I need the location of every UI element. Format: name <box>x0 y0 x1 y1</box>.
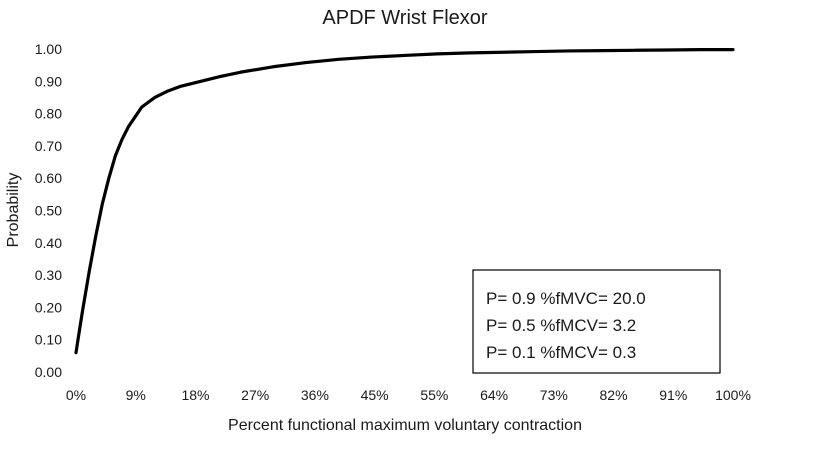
series-layer <box>74 48 735 355</box>
y-tick-label: 0.30 <box>35 267 62 283</box>
x-tick-label: 9% <box>126 387 146 403</box>
x-tick-label: 55% <box>420 387 448 403</box>
y-tick-label: 0.40 <box>35 235 62 251</box>
x-tick-label: 64% <box>480 387 508 403</box>
series-line <box>74 48 735 355</box>
y-tick-label: 0.00 <box>35 364 62 380</box>
y-tick-label: 0.20 <box>35 299 62 315</box>
y-tick-label: 0.10 <box>35 332 62 348</box>
chart-title: APDF Wrist Flexor <box>322 7 488 29</box>
x-axis-label: Percent functional maximum voluntary con… <box>228 417 582 434</box>
y-tick-label: 0.90 <box>35 73 62 89</box>
x-tick-label: 91% <box>659 387 687 403</box>
x-tick-label: 45% <box>361 387 389 403</box>
x-tick-label: 0% <box>66 387 86 403</box>
axes: 0.00 0.10 0.20 0.30 0.40 0.50 0.60 0.70 0.80 0.90… <box>35 41 751 403</box>
y-tick-label: 0.80 <box>35 106 62 122</box>
y-tick-label: 0.50 <box>35 203 62 219</box>
y-tick-label: 1.00 <box>35 41 62 57</box>
y-axis-label: Probability <box>5 173 22 248</box>
annotation-line: P= 0.5 %fMCV= 3.2 <box>486 316 636 335</box>
x-tick-label: 27% <box>241 387 269 403</box>
x-tick-label: 82% <box>600 387 628 403</box>
annotation-box-border <box>472 269 721 374</box>
annotation-line: P= 0.1 %fMCV= 0.3 <box>486 343 636 362</box>
annotation-line: P= 0.9 %fMVC= 20.0 <box>486 289 646 308</box>
y-tick-label: 0.70 <box>35 138 62 154</box>
x-tick-label: 36% <box>301 387 329 403</box>
y-tick-label: 0.60 <box>35 170 62 186</box>
x-tick-label: 18% <box>181 387 209 403</box>
x-tick-label: 100% <box>715 387 751 403</box>
x-tick-label: 73% <box>540 387 568 403</box>
annotation-box: P= 0.9 %fMVC= 20.0 P= 0.5 %fMCV= 3.2 P= … <box>472 269 721 374</box>
